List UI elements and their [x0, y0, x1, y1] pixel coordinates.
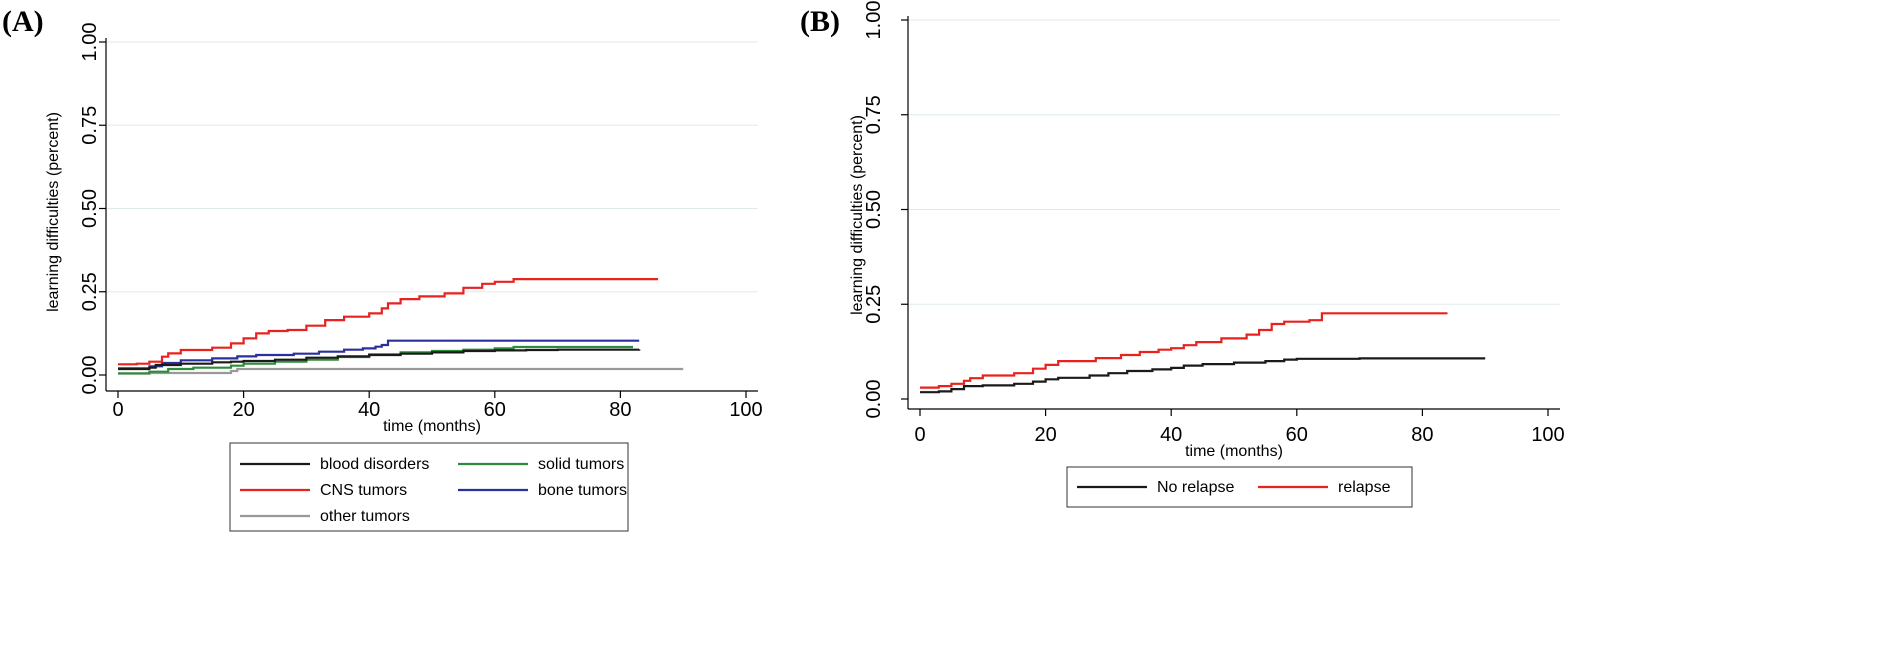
panel-a-x-tick-label: 20: [232, 399, 254, 421]
panel-b-series-no-relapse: [920, 357, 1486, 394]
panel-b-x-tick-label: 40: [1160, 424, 1182, 446]
panel-a-series-blood-disorders: [118, 348, 641, 371]
panel-a-x-tick-label: 80: [609, 399, 631, 421]
panel-b-y-tick-label: 0.75: [863, 95, 885, 134]
panel-a-x-tick-label: 0: [112, 399, 123, 421]
panel-b-y-tick-label: 1.00: [863, 1, 885, 40]
panel-b-legend: No relapse relapse: [1066, 466, 1413, 508]
panel-b: (B) 0.00 0.25 0.50 0.75 1.00 0 20 40 60 80 100 ti…: [800, 1, 1565, 508]
panel-b-x-tick-label: 60: [1286, 424, 1308, 446]
panel-a-legend-label-cns-tumors: CNS tumors: [320, 482, 407, 499]
panel-b-series-relapse: [920, 312, 1448, 389]
panel-a-legend-label-solid-tumors: solid tumors: [538, 456, 624, 473]
panel-a-series-other-tumors: [118, 367, 684, 375]
panel-a-x-tick-label: 100: [729, 399, 762, 421]
panel-b-x-tick-label: 100: [1531, 424, 1564, 446]
panel-a-y-tick-label: 0.25: [79, 272, 101, 311]
panel-b-legend-label-no-relapse: No relapse: [1157, 479, 1234, 496]
panel-b-y-axis-title: learning difficulties (percent): [849, 115, 866, 315]
panel-a-x-tick-label: 40: [358, 399, 380, 421]
panel-b-x-tick-label: 80: [1411, 424, 1433, 446]
panel-b-x-axis-title: time (months): [1185, 443, 1283, 460]
panel-a-series: [118, 278, 684, 375]
panel-a-y-tick-label: 0.00: [79, 356, 101, 395]
panel-b-x-tick-label: 20: [1034, 424, 1056, 446]
panel-a-legend-label-blood-disorders: blood disorders: [320, 456, 429, 473]
panel-a-label: (A): [2, 5, 44, 38]
panel-a-y-tick-label: 0.50: [79, 189, 101, 228]
panel-b-y-ticks: 0.00 0.25 0.50 0.75 1.00: [863, 1, 908, 419]
panel-b-y-tick-label: 0.50: [863, 190, 885, 229]
panel-a-x-axis-title: time (months): [383, 418, 481, 435]
panel-a-x-ticks: 0 20 40 60 80 100: [112, 391, 763, 421]
panel-b-grid: [908, 19, 1560, 305]
panel-a-grid: [106, 41, 758, 293]
panel-a-legend-label-bone-tumors: bone tumors: [538, 482, 627, 499]
panel-a: (A) 0.00 0.25 0.50 0.75 1.00 0 20 40 60 80 100 ti…: [2, 5, 763, 532]
panel-a-legend: blood disorders solid tumors CNS tumors bon…: [229, 442, 629, 532]
panel-b-y-tick-label: 0.00: [863, 380, 885, 419]
panel-a-y-tick-label: 0.75: [79, 106, 101, 145]
panel-a-y-axis-title: learning difficulties (percent): [45, 112, 62, 312]
panel-a-y-ticks: 0.00 0.25 0.50 0.75 1.00: [79, 23, 106, 395]
panel-b-x-ticks: 0 20 40 60 80 100: [914, 409, 1565, 446]
panel-a-legend-label-other-tumors: other tumors: [320, 508, 410, 525]
panel-a-y-tick-label: 1.00: [79, 23, 101, 62]
panel-b-y-tick-label: 0.25: [863, 285, 885, 324]
panel-b-legend-label-relapse: relapse: [1338, 479, 1391, 496]
panel-b-x-tick-label: 0: [914, 424, 925, 446]
panel-a-series-cns-tumors: [118, 278, 659, 366]
panel-b-label: (B): [800, 5, 840, 38]
panel-b-series: [920, 312, 1486, 394]
panel-a-x-tick-label: 60: [484, 399, 506, 421]
